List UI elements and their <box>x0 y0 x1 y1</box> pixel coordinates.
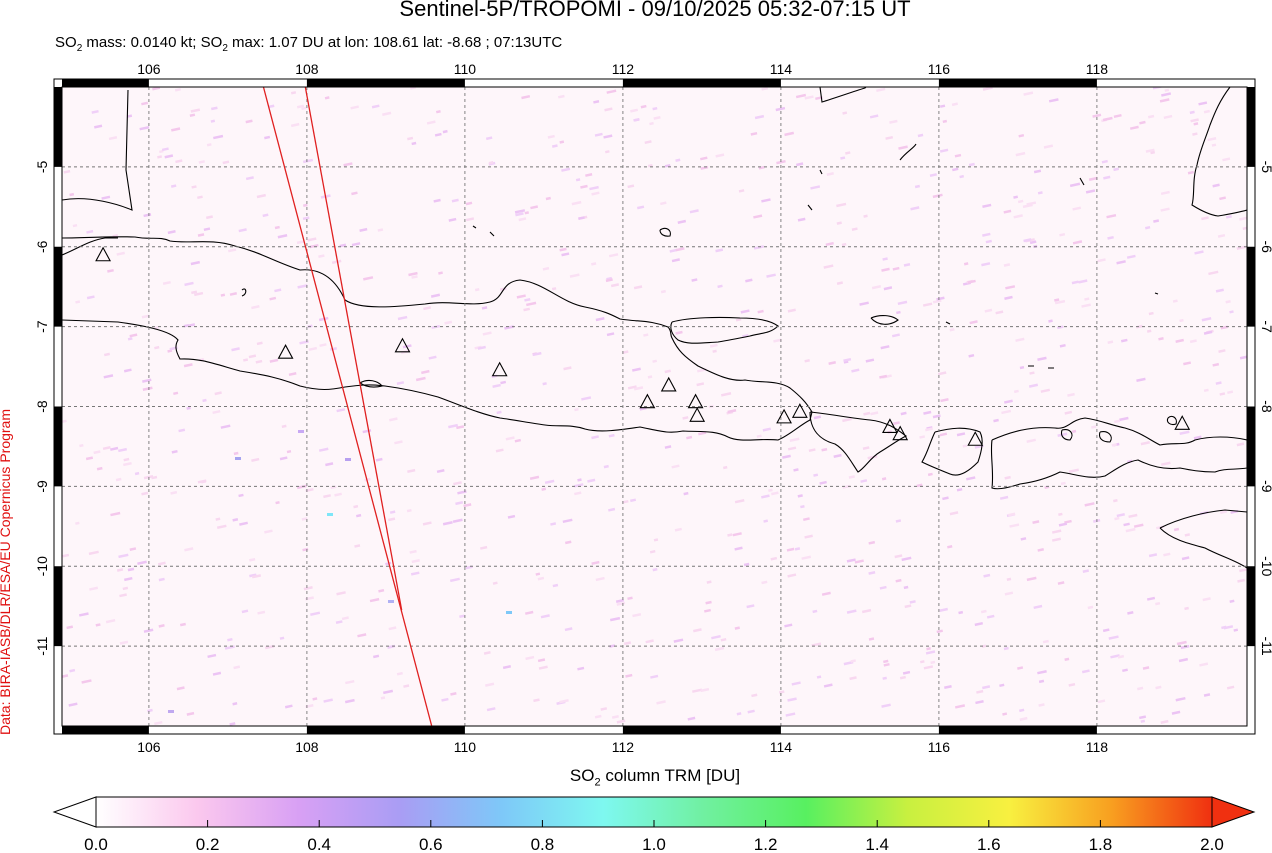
lon-tick-bottom-110: 110 <box>454 739 477 755</box>
volcano-marker-5 <box>660 376 677 392</box>
bali-coast <box>809 411 908 473</box>
frame-bar-right-4 <box>1247 406 1255 487</box>
map-title: Sentinel-5P/TROPOMI - 09/10/2025 05:32-0… <box>399 0 911 21</box>
colorbar-label-0.0: 0.0 <box>84 835 108 853</box>
frame-bar-bottom-0 <box>62 726 149 734</box>
lon-tick-bottom-106: 106 <box>137 739 161 755</box>
lombok-coast <box>921 427 983 476</box>
colorbar-label-1.4: 1.4 <box>865 835 889 853</box>
lat-tick-left--5: -5 <box>34 160 50 173</box>
colorbar-label-0.8: 0.8 <box>531 835 555 853</box>
colorbar-title: SO2 column TRM [DU] <box>569 766 741 789</box>
colorbar-max-arrow <box>1211 796 1256 828</box>
colorbar-label-1.0: 1.0 <box>642 835 666 853</box>
volcano-marker-2 <box>394 337 411 353</box>
colorbar-label-0.4: 0.4 <box>307 835 331 853</box>
frame-bar-left-4 <box>54 406 62 487</box>
frame-bar-bottom-4 <box>622 726 781 734</box>
lat-tick-right--9: -9 <box>1259 480 1272 493</box>
frame-bar-top-4 <box>622 79 781 87</box>
lat-tick-right--5: -5 <box>1259 161 1272 174</box>
volcano-marker-10 <box>881 418 898 434</box>
volcano-marker-1 <box>277 344 294 359</box>
lat-tick-left--6: -6 <box>34 240 50 253</box>
frame-bar-top-0 <box>62 79 149 87</box>
lon-tick-top-110: 110 <box>454 61 477 77</box>
lat-tick-left--8: -8 <box>34 400 50 413</box>
colorbar-label-0.6: 0.6 <box>419 835 443 853</box>
frame-bar-top-6 <box>938 79 1097 87</box>
lon-tick-top-108: 108 <box>295 61 319 77</box>
volcano-marker-13 <box>1174 415 1191 430</box>
so2-stats: SO2 mass: 0.0140 kt; SO2 max: 1.07 DU at… <box>55 34 563 54</box>
lat-lon-grid <box>62 87 1247 726</box>
frame-bar-bottom-2 <box>306 726 465 734</box>
sumba-coast <box>1159 509 1247 569</box>
volcano-marker-3 <box>491 361 508 377</box>
lon-tick-top-118: 118 <box>1086 61 1109 77</box>
madura-coast <box>670 316 779 344</box>
frame-bar-left-6 <box>54 566 62 647</box>
map-frame <box>53 78 1256 735</box>
sumbawa-coast <box>990 417 1247 490</box>
lon-tick-bottom-108: 108 <box>295 739 319 755</box>
map-background <box>62 87 1247 726</box>
frame-bar-right-2 <box>1247 246 1255 327</box>
swath-edge-1 <box>304 87 403 611</box>
lat-tick-left--11: -11 <box>34 636 50 655</box>
colorbar-label-1.2: 1.2 <box>754 835 778 853</box>
coastlines <box>62 87 1247 569</box>
lon-tick-top-116: 116 <box>928 61 951 77</box>
orbit-swath <box>262 87 433 726</box>
lat-tick-left--10: -10 <box>34 556 50 576</box>
lon-tick-bottom-116: 116 <box>928 739 951 755</box>
colorbar-label-1.8: 1.8 <box>1089 835 1113 853</box>
lon-tick-bottom-114: 114 <box>770 739 793 755</box>
lon-tick-top-112: 112 <box>612 61 635 77</box>
colorbar-min-arrow <box>52 796 97 828</box>
volcano-marker-9 <box>791 403 808 418</box>
lon-tick-bottom-112: 112 <box>612 739 635 755</box>
colorbar: 0.0 0.2 0.4 0.6 0.8 1.0 1.2 1.4 1.6 1.8 2.0 <box>52 796 1256 853</box>
frame-inner <box>61 86 1248 727</box>
volcano-marker-7 <box>689 407 706 422</box>
lat-tick-right--6: -6 <box>1259 241 1272 254</box>
volcano-marker-0 <box>95 246 112 262</box>
volcano-marker-4 <box>639 393 656 409</box>
frame-bar-top-2 <box>306 79 465 87</box>
volcano-marker-6 <box>687 393 704 409</box>
lat-tick-right--10: -10 <box>1259 556 1272 576</box>
lat-tick-left--9: -9 <box>34 480 50 493</box>
frame-outer <box>53 78 1256 735</box>
lat-tick-right--11: -11 <box>1259 637 1272 656</box>
frame-bar-bottom-6 <box>938 726 1097 734</box>
volcano-marker-8 <box>776 408 792 424</box>
axis-ticks: 106 106 108 108 110 110 112 112 114 114 116 116 118 1… <box>34 61 1272 755</box>
borneo-coast <box>819 87 1247 217</box>
lon-tick-top-114: 114 <box>770 61 793 77</box>
lat-tick-right--7: -7 <box>1259 320 1272 333</box>
volcano-marker-11 <box>892 425 909 441</box>
lon-tick-bottom-118: 118 <box>1086 739 1109 755</box>
colorbar-label-1.6: 1.6 <box>977 835 1001 853</box>
frame-bar-right-0 <box>1247 87 1255 167</box>
frame-bar-right-6 <box>1247 566 1255 647</box>
lat-tick-right--8: -8 <box>1259 400 1272 413</box>
volcano-marker-12 <box>967 431 984 446</box>
swath-edge-0 <box>262 87 433 726</box>
colorbar-label-2.0: 2.0 <box>1200 835 1224 853</box>
frame-bar-left-2 <box>54 246 62 327</box>
volcano-markers <box>95 246 1191 446</box>
frame-bar-left-0 <box>54 87 62 167</box>
lon-tick-top-106: 106 <box>137 61 161 77</box>
colorbar-label-0.2: 0.2 <box>196 835 220 853</box>
lat-tick-left--7: -7 <box>34 320 50 333</box>
